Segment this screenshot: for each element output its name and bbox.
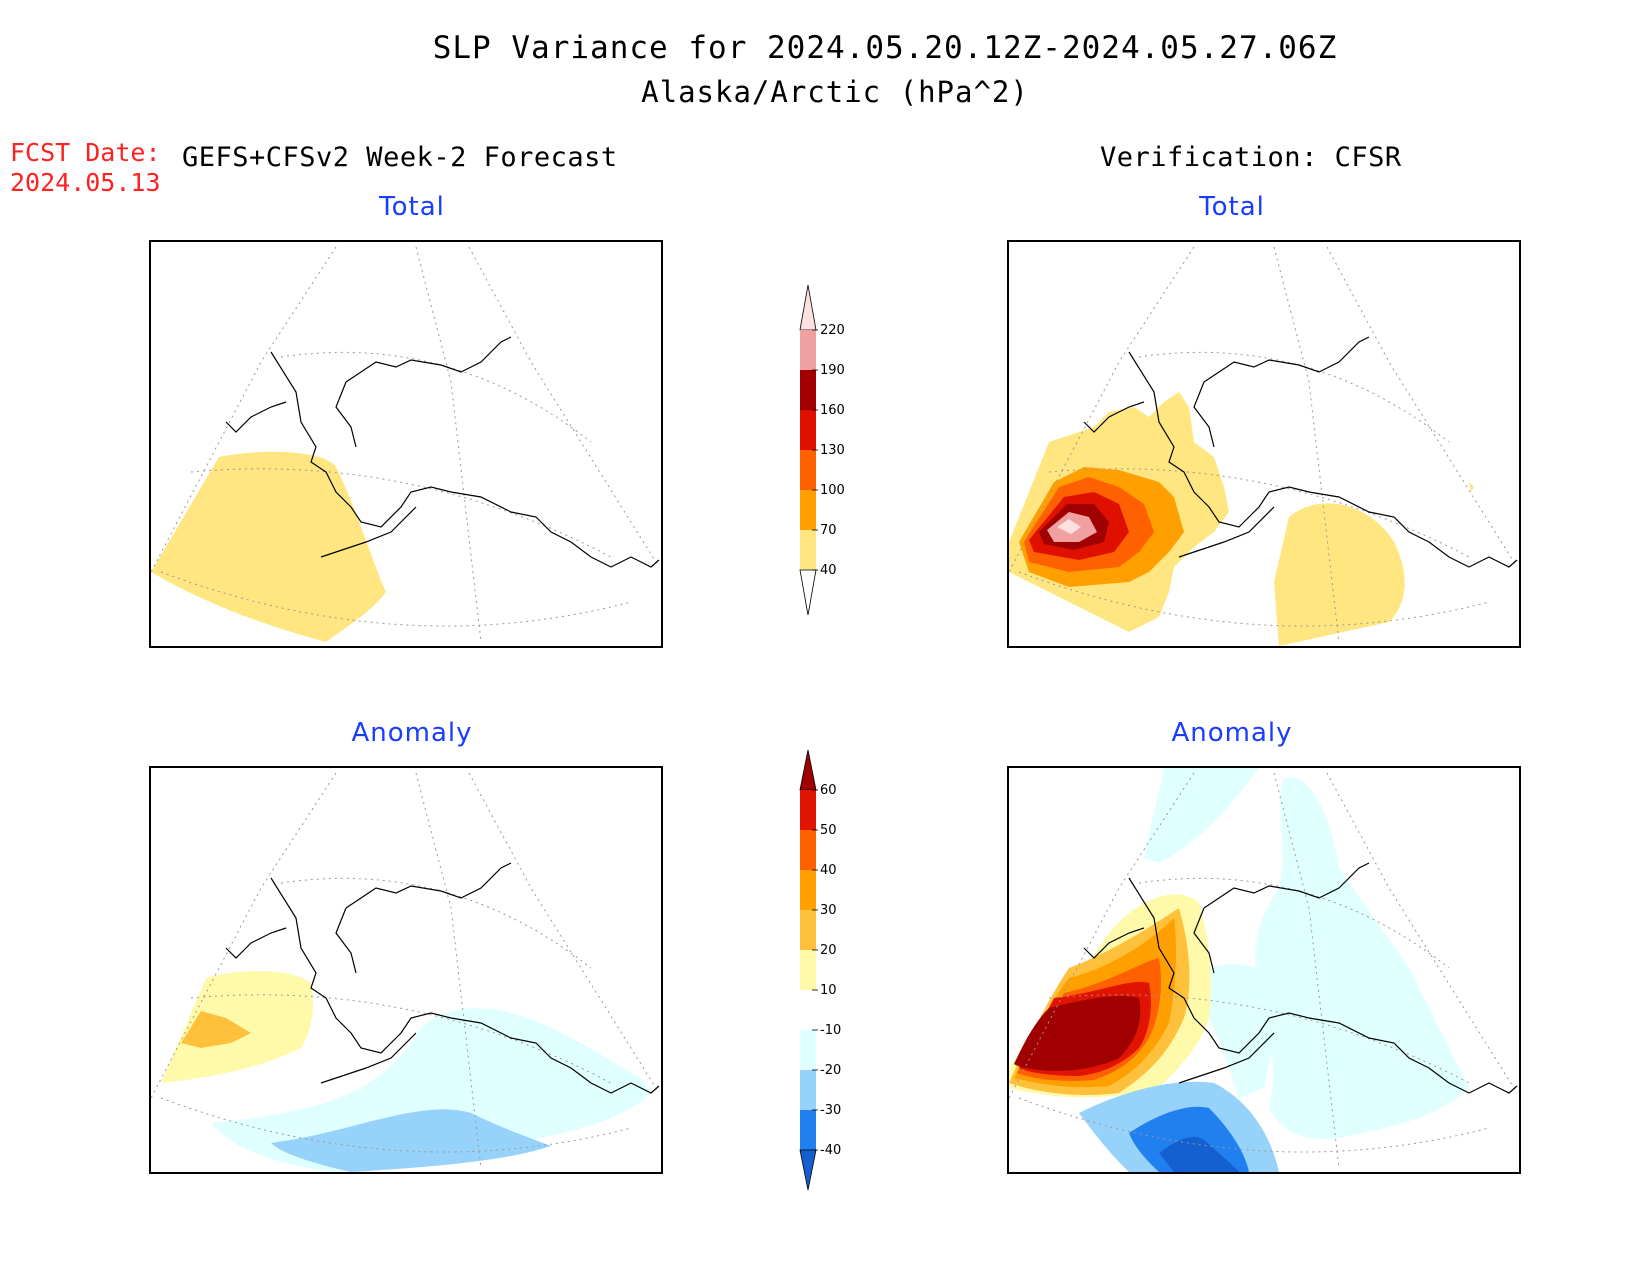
colorbar-tick-label: 10 [820,983,837,998]
chart-title: SLP Variance for 2024.05.20.12Z-2024.05.… [432,30,1338,66]
colorbar-tick-label: 20 [820,943,837,958]
colorbar-bin [800,370,816,410]
colorbar-bin [800,830,816,870]
verification-anomaly-map [1007,766,1521,1174]
contour-fill [1009,768,1469,1172]
colorbar-bin [800,910,816,950]
chart-subtitle: Alaska/Arctic (hPa^2) [641,75,1029,109]
colorbar-tick-label: -30 [820,1103,841,1118]
colorbar-tick-label: 40 [820,563,837,578]
colorbar-bin [800,1030,816,1070]
colorbar-bin [800,1070,816,1110]
colorbar-tick-label: 70 [820,523,837,538]
colorbar-tick-label: 190 [820,363,845,378]
coastline [225,336,660,568]
fcst-date-label: FCST Date: [10,138,161,167]
verification-total-title: Total [1199,192,1265,222]
colorbar-bin [800,450,816,490]
colorbar-bin [800,410,816,450]
contour-fill [161,971,651,1172]
forecast-column-title: GEFS+CFSv2 Week-2 Forecast [182,142,618,173]
forecast-total-title: Total [379,192,445,222]
colorbar-tick-label: 30 [820,903,837,918]
colorbar-bin [800,490,816,530]
colorbar-top-triangle [799,749,817,791]
colorbar-tick-label: -20 [820,1063,841,1078]
colorbar-tick-label: -10 [820,1023,841,1038]
colorbar-tick-label: 50 [820,823,837,838]
coastline [1083,336,1518,568]
contour-fill [1009,392,1474,646]
colorbar-bin [800,990,816,1030]
coastline [225,862,660,1094]
anomaly-colorbar: -40 -30 -20 -10 10 20 30 40 50 60 [790,748,870,1193]
verification-column-title: Verification: CFSR [1100,142,1402,173]
colorbar-tick-label: 60 [820,783,837,798]
forecast-anomaly-map [149,766,663,1174]
colorbar-bottom-triangle [799,1149,817,1191]
colorbar-tick-label: 130 [820,443,845,458]
colorbar-bin [800,1110,816,1150]
fcst-date-value: 2024.05.13 [10,168,161,197]
colorbar-tick-label: 100 [820,483,845,498]
colorbar-bin [800,870,816,910]
colorbar-bin [800,530,816,570]
forecast-total-map [149,240,663,648]
colorbar-top-triangle [799,284,817,331]
colorbar-tick-label: 40 [820,863,837,878]
contour-40-70 [151,451,386,642]
verification-total-map [1007,240,1521,648]
colorbar-tick-label: 220 [820,323,845,338]
coastline [1083,862,1518,1094]
colorbar-bin [800,790,816,830]
colorbar-bin [800,330,816,370]
contour-fill [151,451,386,642]
colorbar-bottom-triangle [799,569,817,616]
colorbar-bin [800,950,816,990]
fcst-date: FCST Date: 2024.05.13 [10,138,161,198]
colorbar-tick-label: 160 [820,403,845,418]
colorbar-tick-label: -40 [820,1143,841,1158]
total-colorbar: 40 70 100 130 160 190 220 [790,280,870,616]
verification-anomaly-title: Anomaly [1171,718,1293,748]
forecast-anomaly-title: Anomaly [351,718,473,748]
